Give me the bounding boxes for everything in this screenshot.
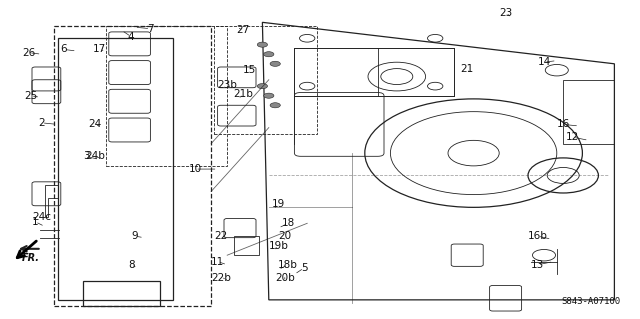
Text: 13: 13 bbox=[531, 260, 544, 270]
Text: 22: 22 bbox=[214, 231, 227, 241]
Text: 2: 2 bbox=[38, 118, 45, 128]
Circle shape bbox=[264, 52, 274, 57]
Text: 11: 11 bbox=[211, 256, 224, 267]
Text: 10: 10 bbox=[189, 164, 202, 174]
Text: 4: 4 bbox=[128, 32, 134, 42]
Bar bbox=[83, 281, 160, 306]
Text: 8: 8 bbox=[128, 260, 134, 270]
Text: 21: 21 bbox=[461, 63, 474, 74]
Text: 19b: 19b bbox=[268, 241, 289, 251]
Text: 6: 6 bbox=[61, 44, 67, 55]
Text: 25: 25 bbox=[24, 91, 37, 101]
Text: 20b: 20b bbox=[275, 272, 294, 283]
Text: 19: 19 bbox=[272, 199, 285, 209]
Text: 17: 17 bbox=[93, 44, 106, 55]
Text: 18: 18 bbox=[282, 218, 294, 228]
Text: 9: 9 bbox=[131, 231, 138, 241]
Text: 5: 5 bbox=[301, 263, 307, 273]
Bar bbox=[54, 26, 211, 306]
Text: S843-A07100: S843-A07100 bbox=[562, 297, 621, 306]
Text: 24b: 24b bbox=[84, 151, 105, 161]
Text: 16: 16 bbox=[557, 119, 570, 130]
Bar bbox=[58, 38, 173, 300]
Text: 27: 27 bbox=[237, 25, 250, 35]
Text: 26: 26 bbox=[22, 48, 35, 58]
Circle shape bbox=[257, 84, 268, 89]
Text: FR.: FR. bbox=[22, 253, 40, 263]
Text: 23: 23 bbox=[499, 8, 512, 18]
Circle shape bbox=[264, 93, 274, 98]
Text: 21b: 21b bbox=[233, 89, 253, 99]
Text: 16b: 16b bbox=[527, 231, 548, 241]
Text: 12: 12 bbox=[566, 132, 579, 142]
Text: 22b: 22b bbox=[211, 272, 231, 283]
Circle shape bbox=[270, 61, 280, 66]
Bar bbox=[214, 26, 317, 134]
Text: 15: 15 bbox=[243, 65, 256, 75]
Text: 18b: 18b bbox=[278, 260, 298, 270]
Text: 14: 14 bbox=[538, 57, 550, 67]
Text: 20: 20 bbox=[278, 231, 291, 241]
Text: 24: 24 bbox=[88, 119, 101, 130]
Bar bbox=[234, 236, 259, 255]
Text: 3: 3 bbox=[83, 151, 90, 161]
Bar bbox=[106, 26, 227, 166]
Text: 23b: 23b bbox=[217, 79, 237, 90]
Text: 7: 7 bbox=[147, 24, 154, 34]
Circle shape bbox=[257, 42, 268, 47]
Text: 24c: 24c bbox=[32, 212, 51, 222]
Bar bbox=[294, 48, 454, 96]
Circle shape bbox=[270, 103, 280, 108]
Text: 1: 1 bbox=[32, 217, 38, 227]
